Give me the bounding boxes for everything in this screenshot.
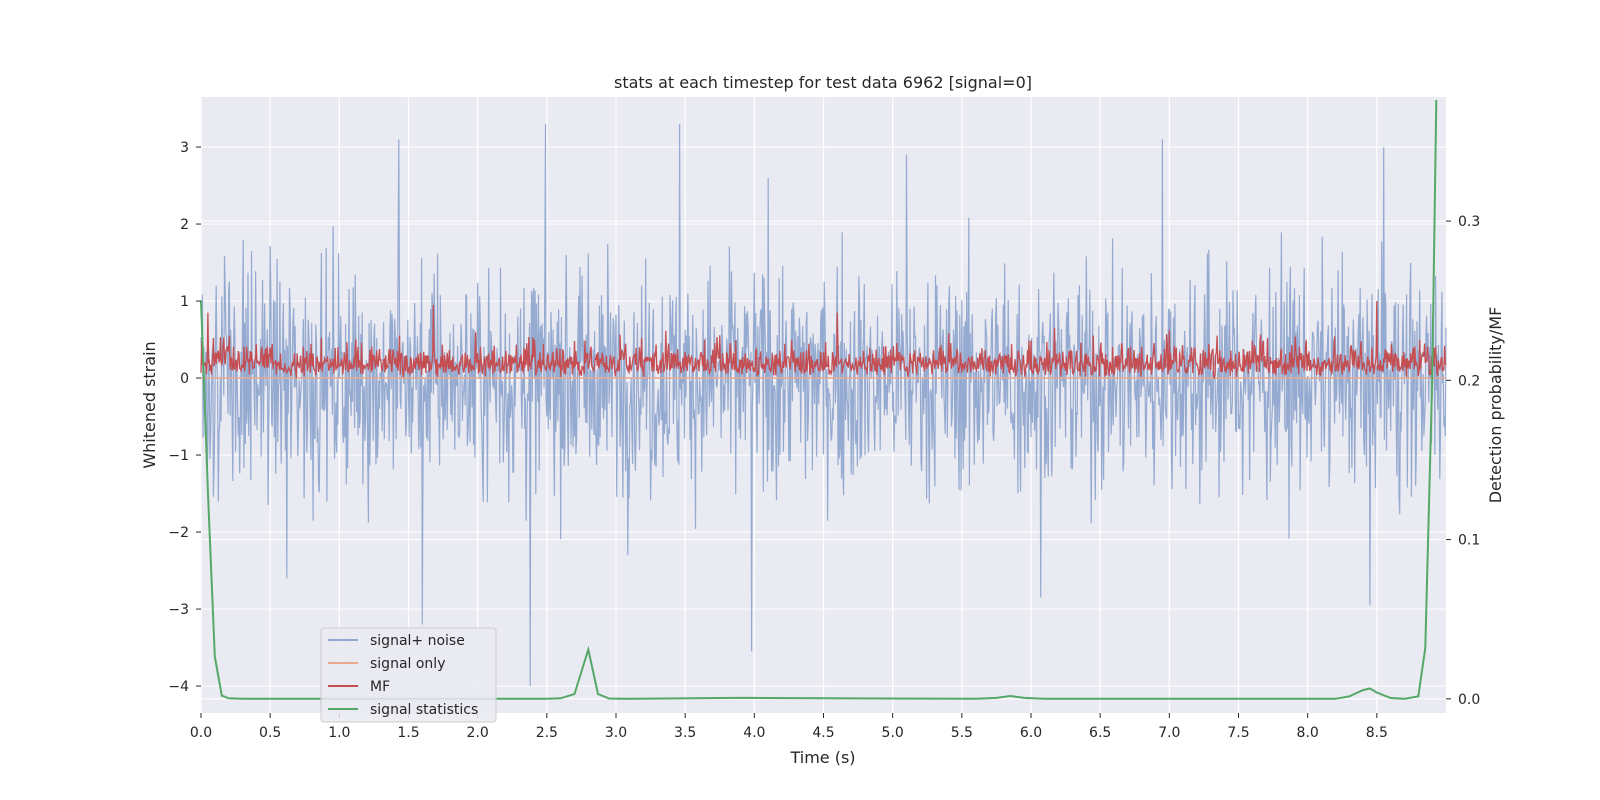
y-tick-label-7: 3 (180, 140, 189, 156)
x-tick-label-14: 7.0 (1158, 725, 1180, 741)
legend-box (320, 627, 497, 723)
series-signal-statistics (200, 99, 1438, 700)
y2-tick-label-0: 0.0 (1458, 692, 1480, 708)
line-signal-statistics (200, 99, 1438, 700)
x-tick-label-0: 0.0 (190, 725, 212, 741)
x-tick-label-6: 3.0 (605, 725, 627, 741)
y2-tick-label-1: 0.1 (1458, 533, 1480, 549)
series-signal-noise (200, 123, 1447, 687)
y-tick-label-5: 1 (180, 294, 189, 310)
x-tick-label-1: 0.5 (259, 725, 281, 741)
legend-label-signal-only: signal only (370, 656, 445, 672)
y-tick-label-3: −1 (168, 448, 189, 464)
series-mf (200, 301, 1447, 380)
x-tick-label-4: 2.0 (467, 725, 489, 741)
y-axis-title: Whitened strain (140, 341, 159, 468)
y2-axis-title: Detection probability/MF (1486, 307, 1505, 504)
x-tick-label-7: 3.5 (674, 725, 696, 741)
y-tick-label-6: 2 (180, 217, 189, 233)
x-tick-label-11: 5.5 (951, 725, 973, 741)
line-signal-noise (200, 123, 1447, 687)
y-tick-label-2: −2 (168, 525, 189, 541)
x-tick-label-15: 7.5 (1227, 725, 1249, 741)
y-tick-label-4: 0 (180, 371, 189, 387)
x-tick-label-16: 8.0 (1297, 725, 1319, 741)
y2-tick-label-3: 0.3 (1458, 214, 1480, 230)
legend-label-signal-statistics: signal statistics (370, 702, 478, 718)
y2-tick-label-2: 0.2 (1458, 373, 1480, 389)
x-tick-label-2: 1.0 (328, 725, 350, 741)
x-tick-label-12: 6.0 (1020, 725, 1042, 741)
x-tick-label-9: 4.5 (812, 725, 834, 741)
ticks: 0.0 0.5 1.0 1.5 2.0 2.5 3.0 3.5 4.0 4.5 5.0 5.5 6.0 6… (168, 140, 1480, 741)
legend-label-mf: MF (370, 679, 390, 695)
chart-title: stats at each timestep for test data 696… (614, 73, 1032, 92)
x-tick-label-17: 8.5 (1366, 725, 1388, 741)
y-tick-label-1: −3 (168, 602, 189, 618)
line-mf (200, 301, 1447, 380)
legend: signal+ noise signal only MF signal stat… (320, 627, 497, 723)
x-tick-label-8: 4.0 (743, 725, 765, 741)
x-tick-label-13: 6.5 (1089, 725, 1111, 741)
x-tick-label-5: 2.5 (536, 725, 558, 741)
x-axis-title: Time (s) (789, 748, 855, 767)
y-tick-label-0: −4 (168, 679, 189, 695)
legend-label-signal-noise: signal+ noise (370, 633, 465, 649)
x-tick-label-3: 1.5 (397, 725, 419, 741)
x-tick-label-10: 5.0 (882, 725, 904, 741)
